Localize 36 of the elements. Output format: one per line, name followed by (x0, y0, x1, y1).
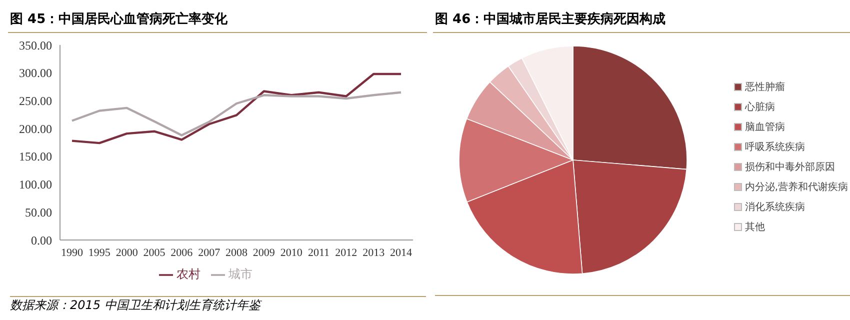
y-tick-label: 300.00 (19, 66, 52, 80)
line-series (70, 91, 402, 136)
chart-title: 图 46：中国城市居民主要疾病死因构成 (433, 8, 850, 33)
x-tick-label: 2005 (143, 246, 166, 259)
legend-label: 农村 (176, 267, 200, 281)
x-tick-label: 2009 (252, 246, 276, 259)
x-tick-label: 2011 (308, 246, 330, 259)
legend-label: 恶性肿瘤 (744, 82, 785, 93)
legend-label: 城市 (228, 267, 252, 281)
y-tick-label: 200.00 (19, 122, 52, 136)
x-tick-label: 2013 (362, 246, 386, 259)
line-series (70, 72, 402, 144)
chart-title: 图 45：中国居民心血管病死亡率变化 (8, 8, 427, 33)
x-tick-label: 1995 (88, 246, 111, 259)
y-tick-label: 350.00 (19, 38, 52, 52)
x-tick-label: 2007 (198, 246, 221, 259)
x-tick-label: 2012 (335, 246, 358, 259)
legend-label: 脑血管病 (744, 122, 785, 133)
legend-label: 其他 (744, 222, 765, 233)
legend-label: 心脏病 (744, 102, 775, 113)
y-tick-label: 100.00 (19, 178, 52, 192)
legend-label: 呼吸系统疾病 (744, 142, 805, 153)
legend-label: 损伤和中毒外部原因 (744, 162, 835, 173)
x-tick-label: 2006 (170, 246, 194, 259)
legend-label: 消化系统疾病 (744, 202, 805, 213)
x-tick-label: 1990 (61, 246, 84, 259)
legend-label: 内分泌,营养和代谢疾病 (744, 182, 848, 193)
x-tick-label: 2000 (116, 246, 138, 259)
y-tick-label: 0.00 (31, 233, 52, 248)
y-tick-label: 250.00 (19, 94, 52, 108)
x-tick-label: 2014 (390, 246, 412, 259)
y-tick-label: 50.00 (25, 205, 52, 220)
x-tick-label: 2008 (226, 246, 248, 259)
x-tick-label: 2010 (280, 246, 303, 259)
source-note: 数据来源：2015 中国卫生和计划生育统计年鉴 (10, 296, 426, 314)
y-tick-label: 150.00 (19, 150, 52, 164)
